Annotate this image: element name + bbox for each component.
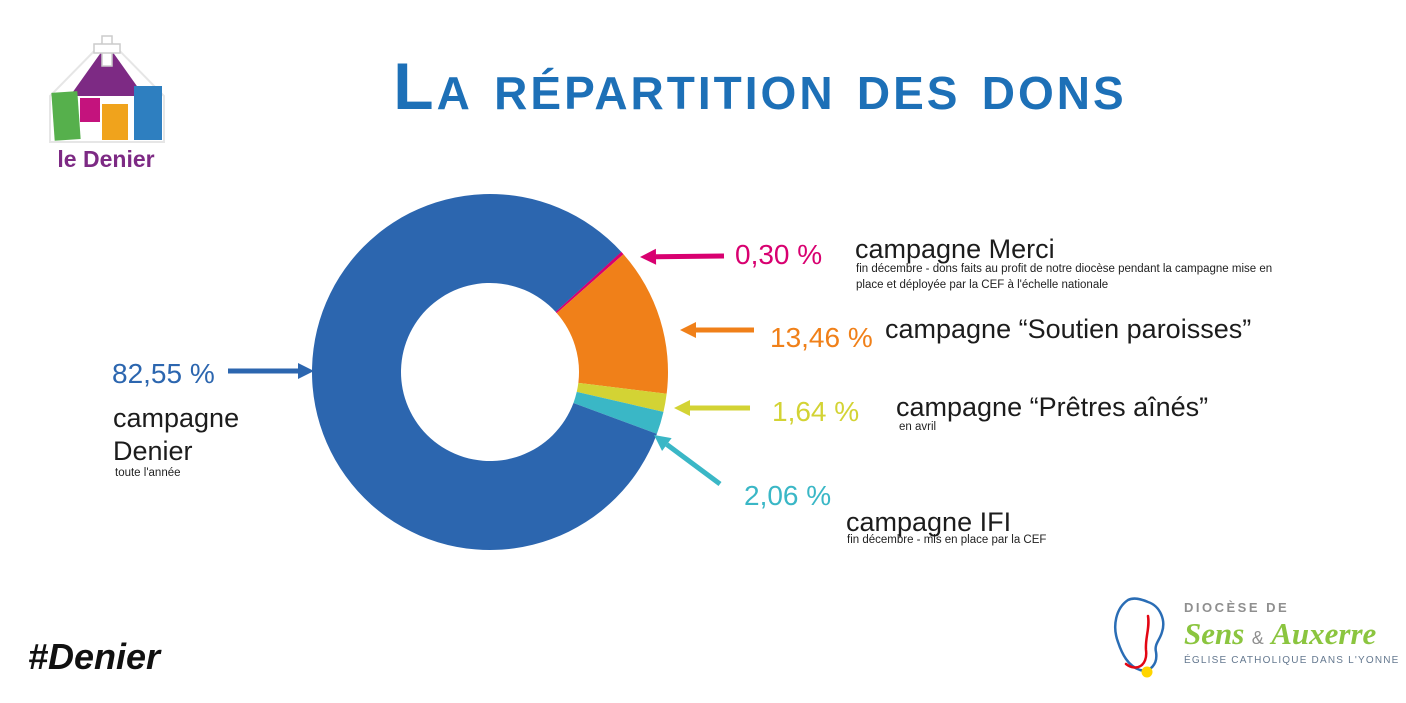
donut-segment-1 <box>556 254 668 394</box>
note-campagne-pretres-aines: en avril <box>899 421 937 433</box>
diocese-ampersand: & <box>1251 628 1264 648</box>
diocese-name-sens: Sens <box>1184 616 1245 651</box>
note-campagne-merci: fin décembre - dons faits au profit de n… <box>856 263 1273 291</box>
label-campagne-denier: campagne Denier <box>113 403 240 466</box>
label-campagne-merci: campagne Merci <box>855 234 1055 264</box>
percent-campagne-denier: 82,55 % <box>112 358 215 389</box>
diocese-bottom-line: ÉGLISE CATHOLIQUE DANS L'YONNE <box>1184 655 1400 666</box>
donut-segment-3 <box>573 391 664 434</box>
percent-campagne-ifi: 2,06 % <box>744 480 832 511</box>
le-denier-logo-text: le Denier <box>57 146 155 172</box>
arrow-campagne-pretres-aines <box>674 400 750 416</box>
label-campagne-pretres-aines: campagne “Prêtres aînés” <box>896 392 1209 422</box>
diocese-names: Sens & Auxerre <box>1184 616 1404 652</box>
label-campagne-soutien-paroisses: campagne “Soutien paroisses” <box>885 314 1252 344</box>
le-denier-logo-icon <box>49 35 165 143</box>
diocese-logo-icon <box>1114 597 1165 678</box>
note-campagne-denier: toute l'année <box>115 467 181 479</box>
diocese-name-auxerre: Auxerre <box>1271 616 1377 651</box>
arrow-campagne-denier <box>228 363 314 379</box>
diocese-top-line: DIOCÈSE DE <box>1184 600 1290 615</box>
arrow-campagne-ifi <box>654 435 722 487</box>
label-campagne-ifi: campagne IFI <box>846 507 1012 537</box>
percent-campagne-soutien-paroisses: 13,46 % <box>770 322 873 353</box>
donut-segment-2 <box>576 382 667 412</box>
arrow-campagne-merci <box>640 248 725 265</box>
arrow-campagne-soutien-paroisses <box>680 322 754 338</box>
hashtag-denier: #Denier <box>28 636 161 677</box>
donut-segment-4 <box>312 194 657 551</box>
page-title: La répartition des dons <box>393 49 1127 123</box>
donut-segment-0 <box>555 251 624 314</box>
diocese-logo-text: DIOCÈSE DE Sens & Auxerre ÉGLISE CATHOLI… <box>1184 600 1404 666</box>
percent-campagne-pretres-aines: 1,64 % <box>772 396 860 427</box>
percent-campagne-merci: 0,30 % <box>735 239 823 270</box>
note-campagne-ifi: fin décembre - mis en place par la CEF <box>847 534 1047 546</box>
